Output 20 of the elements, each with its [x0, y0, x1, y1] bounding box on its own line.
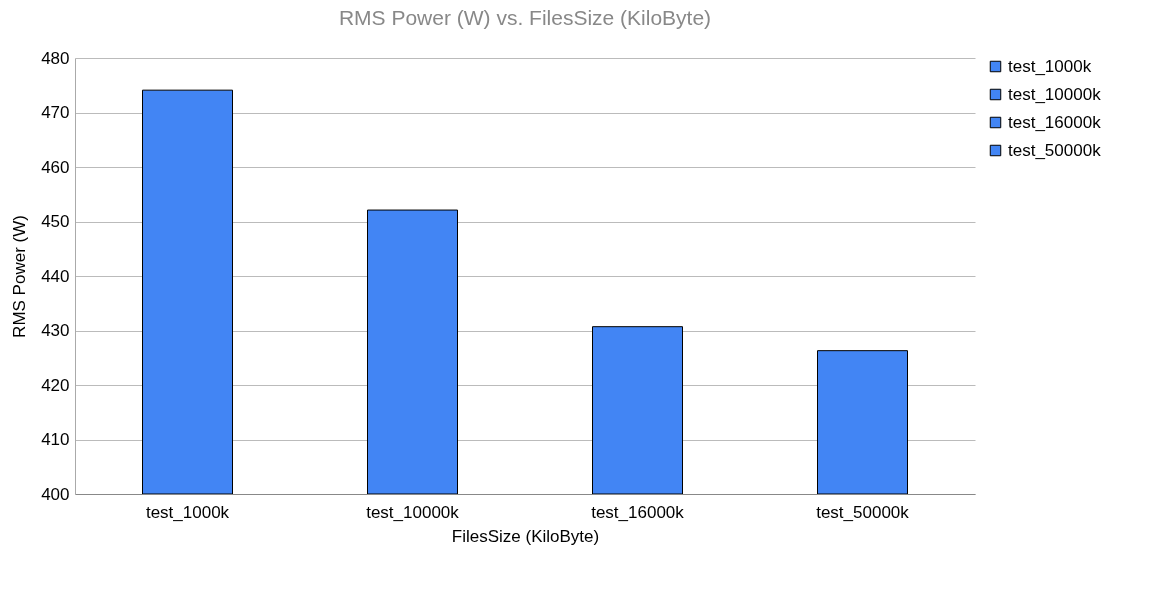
- legend-label: test_10000k: [1008, 84, 1102, 104]
- y-tick-label: 440: [41, 266, 70, 286]
- y-tick-label: 430: [41, 321, 70, 340]
- x-tick-label: test_50000k: [816, 502, 910, 522]
- legend-label: test_1000k: [1008, 56, 1092, 76]
- x-axis-title: FilesSize (KiloByte): [451, 526, 600, 546]
- y-tick-label: 460: [41, 157, 70, 177]
- legend-label: test_16000k: [1008, 112, 1102, 132]
- y-tick-label: 480: [41, 48, 70, 68]
- y-tick-label: 450: [41, 212, 70, 231]
- y-tick-label: 410: [41, 430, 70, 449]
- y-tick-label: 470: [41, 103, 70, 122]
- y-axis-title: RMS Power (W): [10, 215, 30, 338]
- x-tick-label: test_10000k: [366, 502, 460, 522]
- y-tick-label: 400: [41, 484, 70, 504]
- x-tick-label: test_1000k: [145, 502, 230, 522]
- chart-title: RMS Power (W) vs. FilesSize (KiloByte): [338, 6, 712, 29]
- x-tick-label: test_16000k: [591, 502, 685, 522]
- y-tick-label: 420: [41, 375, 70, 395]
- legend-label: test_50000k: [1008, 140, 1102, 160]
